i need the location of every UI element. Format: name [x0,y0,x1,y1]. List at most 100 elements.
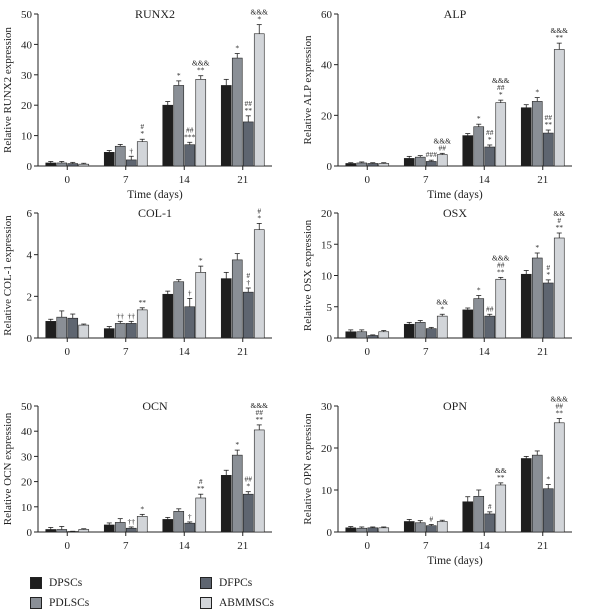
bar-abmmscs [436,154,448,167]
significance-label: * [246,482,250,491]
significance-label: *** [184,132,196,141]
x-tick-label: 21 [537,346,548,358]
bar-dfpcs [542,488,554,533]
x-tick-label: 0 [65,346,71,358]
x-axis-label: Time (days) [427,189,483,201]
significance-label: ** [197,66,205,75]
significance-label: * [235,440,239,449]
bar-dpscs [162,293,174,339]
y-tick-label: 6 [27,208,33,220]
bar-dfpcs [184,306,196,339]
significance-label: &&& [250,8,268,17]
significance-label: && [553,209,565,218]
significance-label: && [495,466,507,475]
significance-label: † [129,146,133,155]
bar-dpscs [45,321,57,339]
x-tick-label: 21 [237,346,248,358]
bar-abmmscs [195,497,207,533]
bar-dfpcs [367,527,379,533]
legend-item-dfpcs: DFPCs [200,577,252,589]
x-tick-label: 7 [123,346,129,358]
x-axis-label: Time (days) [127,189,183,201]
legend-item-abmmscs: ABMMSCs [200,597,274,609]
bar-abmmscs [378,331,390,339]
bar-dfpcs [484,146,496,167]
y-axis-label: Relative OCN expression [2,412,14,525]
significance-label: ** [197,484,205,493]
bar-dfpcs [425,328,437,339]
legend-label-dpscs: DPSCs [49,577,83,589]
y-tick-label: 0 [27,161,33,173]
significance-label: ## [256,408,264,417]
bar-pdlscs [473,495,485,533]
y-axis-label: Relative ALP expression [302,35,314,144]
significance-label: †† [128,517,136,526]
significance-label: ** [545,120,553,129]
x-tick-label: 14 [479,540,491,552]
chart-panel-alp: ALP Relative ALP expression 0 20 40 60 0 7 ### &&… [302,7,572,201]
chart-panel-opn: OPN Relative OPN expression 0 10 20 30 0 7 #14 # &… [302,395,572,567]
bar-abmmscs [495,278,507,339]
y-tick-label: 40 [21,39,33,51]
y-tick-label: 20 [21,477,33,489]
bar-abmmscs [553,237,565,339]
legend-item-dpscs: DPSCs [30,577,82,589]
bar-abmmscs [195,79,207,167]
y-axis-label: Relative RUNX2 expression [2,27,14,153]
bar-abmmscs [136,309,148,339]
bar-dfpcs [425,161,437,167]
significance-label: ### [426,150,438,159]
bar-abmmscs [78,529,90,533]
bar-pdlscs [231,57,243,167]
x-tick-label: 7 [123,174,129,186]
significance-label: ## [245,99,253,108]
x-tick-label: 21 [237,540,248,552]
bar-pdlscs [473,298,485,339]
bar-dpscs [520,273,532,339]
significance-label: * [499,90,503,99]
bar-pdlscs [231,259,243,339]
legend-swatch-dfpcs [200,577,212,589]
legend-swatch-dpscs [30,577,42,589]
x-tick-label: 7 [423,540,429,552]
significance-label: ## [545,113,553,122]
bar-dfpcs [67,317,79,339]
bar-dpscs [403,158,415,167]
significance-label: &&& [250,401,268,410]
bar-dfpcs [542,132,554,167]
bar-abmmscs [136,141,148,167]
y-tick-label: 0 [327,333,333,345]
bar-pdlscs [56,162,68,167]
bar-abmmscs [253,429,265,533]
y-tick-label: 20 [321,110,333,122]
bar-pdlscs [114,145,126,167]
significance-label: †† [117,311,125,320]
bar-dpscs [162,519,174,533]
chart-panel-runx2: RUNX2 Relative RUNX2 expression 0 10 20 30 40 5… [2,7,272,201]
x-tick-label: 7 [423,174,429,186]
bar-abmmscs [378,163,390,167]
bar-pdlscs [531,257,543,339]
x-tick-label: 0 [365,174,371,186]
legend-item-pdlscs: PDLSCs [30,597,89,609]
y-tick-label: 15 [321,239,333,251]
y-axis-label: Relative COL-1 expression [2,215,14,336]
bar-abmmscs [436,315,448,339]
bar-abmmscs [495,102,507,167]
significance-label: ** [497,473,505,482]
x-tick-label: 14 [479,174,491,186]
bar-dpscs [103,152,115,167]
significance-label: ** [245,106,253,115]
y-tick-label: 20 [321,443,333,455]
significance-label: * [140,504,144,513]
significance-label: * [257,15,261,24]
bar-pdlscs [114,323,126,339]
bar-dpscs [345,527,357,533]
y-tick-label: 5 [327,302,333,314]
bar-dfpcs [125,159,137,167]
significance-label: * [477,286,481,295]
legend-label-abmmscs: ABMMSCs [219,597,274,609]
bar-pdlscs [231,454,243,533]
